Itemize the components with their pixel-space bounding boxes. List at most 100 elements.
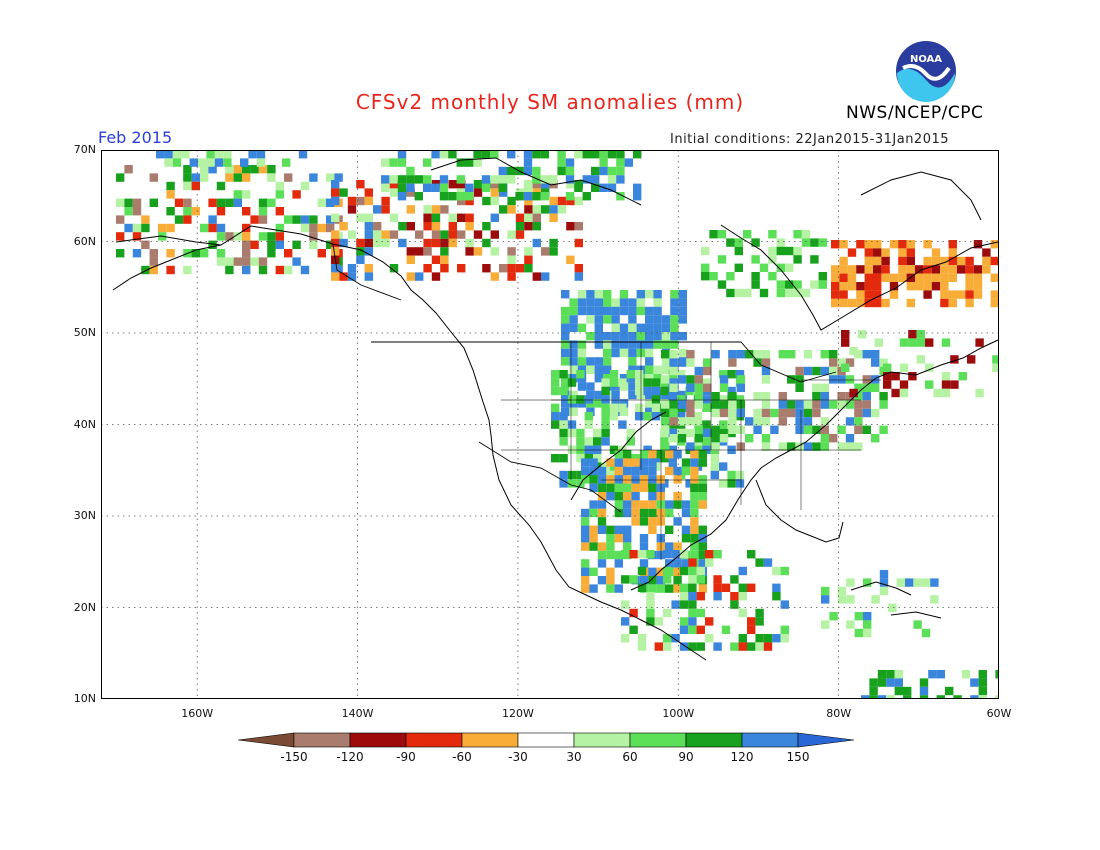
anomaly-cell (577, 365, 587, 374)
anomaly-cell (569, 340, 578, 349)
anomaly-cell (457, 213, 466, 222)
anomaly-cell (389, 175, 398, 184)
anomaly-cell (925, 363, 934, 372)
anomaly-cell (339, 238, 348, 248)
anomaly-cell (803, 400, 813, 409)
anomaly-cell (761, 442, 771, 451)
anomaly-cell (609, 412, 619, 421)
anomaly-cell (719, 375, 729, 384)
anomaly-cell (903, 686, 912, 696)
anomaly-cell (532, 205, 541, 214)
anomaly-cell (679, 600, 689, 609)
anomaly-cell (284, 215, 293, 224)
anomaly-cell (821, 620, 830, 629)
anomaly-cell (490, 213, 499, 222)
anomaly-cell (719, 400, 729, 409)
anomaly-cell (879, 392, 888, 401)
anomaly-cell (132, 223, 142, 233)
anomaly-cell (717, 280, 727, 289)
anomaly-cell (812, 383, 821, 392)
anomaly-cell (849, 388, 858, 398)
anomaly-cell (645, 348, 654, 358)
anomaly-cell (591, 150, 600, 159)
anomaly-cell (793, 280, 802, 289)
anomaly-cell (957, 256, 966, 266)
anomaly-cell (601, 386, 610, 396)
anomaly-cell (284, 249, 293, 258)
anomaly-cell (648, 450, 657, 459)
anomaly-cell (793, 255, 802, 264)
anomaly-cell (448, 213, 457, 222)
anomaly-cell (356, 180, 365, 189)
anomaly-cell (673, 466, 682, 476)
anomaly-cell (873, 298, 882, 308)
anomaly-cell (785, 246, 794, 256)
anomaly-cell (397, 158, 407, 167)
anomaly-cell (660, 386, 669, 396)
anomaly-cell (523, 166, 533, 176)
anomaly-cell (908, 338, 917, 347)
latitude-label: 40N (73, 417, 96, 431)
anomaly-cell (639, 458, 649, 467)
anomaly-cell (776, 246, 785, 256)
anomaly-cell (698, 542, 707, 551)
anomaly-cell (589, 567, 598, 576)
anomaly-cell (941, 372, 951, 381)
anomaly-cell (473, 188, 483, 197)
anomaly-cell (673, 450, 682, 459)
anomaly-cell (812, 442, 821, 451)
anomaly-cell (326, 198, 335, 207)
anomaly-cell (734, 288, 743, 298)
anomaly-cell (636, 332, 645, 341)
anomaly-cell (597, 475, 607, 484)
anomaly-cell (669, 408, 678, 418)
anomaly-cell (586, 332, 595, 341)
anomaly-cell (645, 315, 654, 324)
anomaly-cell (726, 238, 735, 247)
anomaly-cell (863, 578, 872, 587)
anomaly-cell (772, 634, 781, 643)
anomaly-cell (292, 240, 301, 249)
anomaly-cell (567, 470, 577, 480)
anomaly-cell (820, 383, 829, 392)
anomaly-cell (601, 428, 610, 438)
anomaly-cell (948, 240, 957, 249)
anomaly-cell (854, 350, 863, 359)
anomaly-cell (356, 238, 365, 248)
anomaly-cell (532, 222, 541, 231)
anomaly-cell (523, 158, 533, 167)
anomaly-cell (669, 400, 678, 409)
anomaly-cell (116, 249, 125, 258)
anomaly-cell (953, 695, 962, 699)
anomaly-cell (702, 428, 711, 438)
anomaly-cell (734, 263, 743, 272)
anomaly-cell (561, 332, 570, 341)
anomaly-cell (670, 323, 679, 332)
anomaly-cell (948, 298, 957, 308)
anomaly-cell (593, 428, 602, 438)
anomaly-cell (753, 408, 762, 418)
anomaly-cell (406, 205, 415, 214)
anomaly-cell (448, 192, 457, 201)
anomaly-cell (694, 400, 703, 409)
anomaly-cell (381, 183, 390, 192)
anomaly-cell (862, 408, 871, 418)
anomaly-cell (364, 264, 373, 273)
anomaly-cell (651, 386, 661, 396)
valid-month-label: Feb 2015 (98, 128, 173, 147)
anomaly-cell (431, 222, 441, 231)
anomaly-cell (582, 192, 591, 201)
anomaly-cell (698, 475, 707, 484)
latitude-label: 20N (73, 600, 96, 614)
anomaly-cell (665, 542, 674, 551)
anomaly-cell (668, 428, 677, 438)
anomaly-cell (593, 437, 602, 446)
anomaly-cell (982, 256, 991, 266)
anomaly-cell (839, 282, 848, 291)
anomaly-cell (623, 542, 632, 551)
anomaly-cell (559, 437, 568, 446)
anomaly-cell (603, 315, 612, 324)
anomaly-cell (677, 370, 686, 379)
anomaly-cell (923, 240, 932, 249)
anomaly-cell (549, 238, 558, 248)
